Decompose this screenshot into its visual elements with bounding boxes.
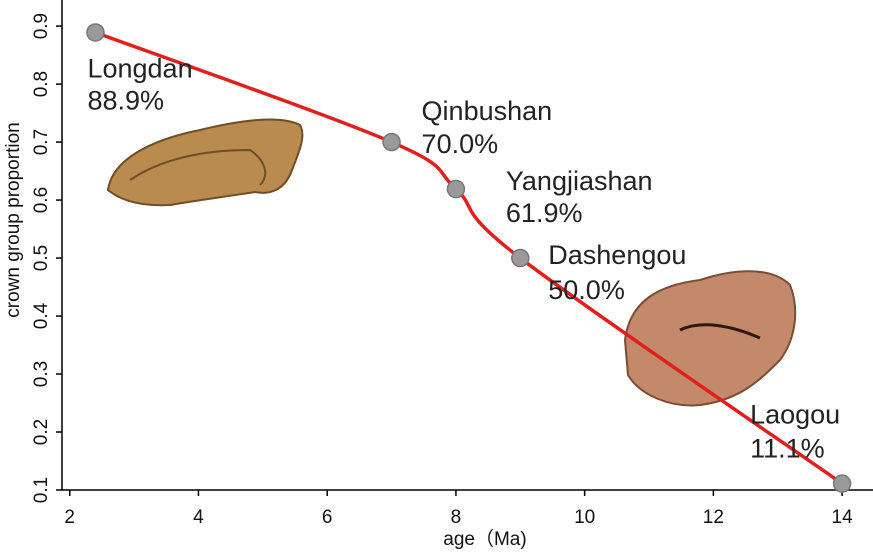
- y-tick-label: 0.3: [31, 361, 52, 387]
- x-tick-label: 2: [64, 507, 75, 528]
- y-tick-label: 0.5: [31, 245, 52, 271]
- point-value-label: 50.0%: [548, 275, 625, 305]
- point-value-label: 70.0%: [422, 129, 499, 159]
- point-name: Laogou: [750, 400, 840, 430]
- y-tick-label: 0.8: [31, 71, 52, 97]
- data-point: [446, 179, 466, 199]
- x-tick-label: 12: [703, 507, 724, 528]
- x-tick-label: 14: [832, 507, 854, 528]
- y-tick-label: 0.6: [31, 187, 52, 213]
- point-name: Dashengou: [548, 240, 686, 270]
- x-tick-label: 4: [193, 507, 204, 528]
- y-tick-label: 0.7: [31, 129, 52, 155]
- y-axis-title: crown group proportion: [3, 122, 24, 317]
- x-axis-title: age（Ma): [443, 528, 526, 550]
- data-point: [86, 23, 105, 42]
- y-tick-label: 0.4: [31, 302, 52, 329]
- skull-longdan: [106, 118, 304, 207]
- x-tick-label: 6: [322, 507, 333, 528]
- data-point: [382, 132, 401, 152]
- y-tick-label: 0.2: [31, 419, 52, 445]
- data-point: [832, 474, 852, 493]
- point-name: Yangjiashan: [506, 166, 653, 196]
- y-tick-label: 0.1: [31, 477, 52, 503]
- point-value-label: 61.9%: [506, 198, 583, 228]
- y-tick-label: 0.9: [31, 13, 52, 39]
- point-name: Longdan: [87, 54, 192, 84]
- x-tick-label: 8: [451, 507, 462, 528]
- point-name: Qinbushan: [422, 96, 553, 126]
- data-point: [511, 248, 530, 268]
- skull-laogou: [623, 270, 797, 407]
- point-value-label: 88.9%: [87, 86, 164, 116]
- point-value-label: 11.1%: [750, 434, 825, 464]
- x-tick-label: 10: [574, 507, 595, 528]
